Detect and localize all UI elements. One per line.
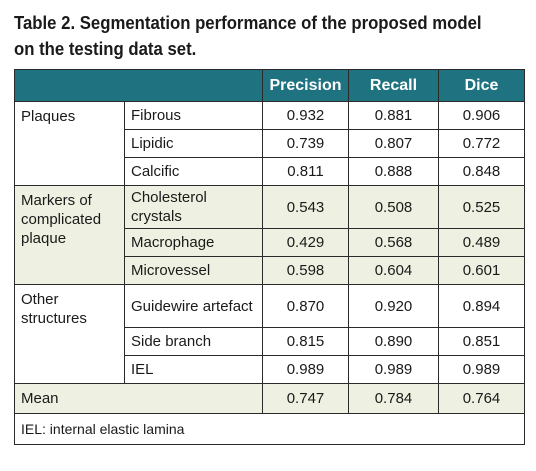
- cell-recall: 0.888: [348, 157, 439, 186]
- table-row: Plaques Fibrous 0.932 0.881 0.906: [14, 101, 525, 186]
- row-label: IEL: [124, 355, 263, 384]
- cell-recall: 0.989: [348, 355, 439, 384]
- col-header-dice: Dice: [438, 69, 525, 102]
- performance-table: Precision Recall Dice Plaques Fibrous 0.…: [14, 69, 525, 445]
- group-label-markers: Markers of complicated plaque: [14, 185, 125, 285]
- mean-row: Mean 0.747 0.784 0.764: [14, 383, 525, 414]
- cell-recall: 0.807: [348, 129, 439, 158]
- cell-precision: 0.932: [262, 101, 349, 130]
- row-label: Lipidic: [124, 129, 263, 158]
- cell-precision: 0.811: [262, 157, 349, 186]
- group-label-other: Other structures: [14, 284, 125, 384]
- cell-precision: 0.429: [262, 228, 349, 257]
- table-row: Other structures Guidewire artefact 0.87…: [14, 284, 525, 384]
- table-row: Lipidic 0.739 0.807 0.772: [15, 129, 525, 158]
- cell-dice: 0.525: [438, 185, 525, 229]
- cell-precision: 0.598: [262, 256, 349, 285]
- table-row: Microvessel 0.598 0.604 0.601: [15, 256, 525, 285]
- row-label: Cholesterol crystals: [124, 185, 263, 229]
- row-label: Macrophage: [124, 228, 263, 257]
- col-header-precision: Precision: [262, 69, 349, 102]
- cell-recall: 0.920: [348, 284, 439, 328]
- table-row: IEL 0.989 0.989 0.989: [15, 355, 525, 384]
- row-label: Calcific: [124, 157, 263, 186]
- cell-precision: 0.543: [262, 185, 349, 229]
- cell-recall: 0.568: [348, 228, 439, 257]
- table-row: Calcific 0.811 0.888 0.848: [15, 157, 525, 186]
- cell-dice: 0.851: [438, 327, 525, 356]
- cell-precision: 0.989: [262, 355, 349, 384]
- cell-dice: 0.489: [438, 228, 525, 257]
- cell-recall: 0.508: [348, 185, 439, 229]
- cell-dice: 0.772: [438, 129, 525, 158]
- mean-label: Mean: [14, 383, 263, 414]
- cell-dice: 0.764: [438, 383, 525, 414]
- cell-precision: 0.815: [262, 327, 349, 356]
- row-label: Fibrous: [124, 101, 263, 130]
- table-row: Side branch 0.815 0.890 0.851: [15, 327, 525, 356]
- footnote-row: IEL: internal elastic lamina: [14, 413, 525, 445]
- cell-recall: 0.604: [348, 256, 439, 285]
- cell-recall: 0.881: [348, 101, 439, 130]
- header-row: Precision Recall Dice: [14, 69, 525, 102]
- cell-precision: 0.747: [262, 383, 349, 414]
- table-row: Markers of complicated plaque Cholestero…: [14, 185, 525, 285]
- cell-dice: 0.601: [438, 256, 525, 285]
- cell-dice: 0.906: [438, 101, 525, 130]
- cell-dice: 0.894: [438, 284, 525, 328]
- header-blank-cell: [14, 69, 263, 102]
- cell-dice: 0.848: [438, 157, 525, 186]
- cell-dice: 0.989: [438, 355, 525, 384]
- table-footnote: IEL: internal elastic lamina: [14, 413, 525, 445]
- cell-precision: 0.739: [262, 129, 349, 158]
- cell-recall: 0.890: [348, 327, 439, 356]
- col-header-recall: Recall: [348, 69, 439, 102]
- cell-precision: 0.870: [262, 284, 349, 328]
- row-label: Microvessel: [124, 256, 263, 285]
- row-label: Side branch: [124, 327, 263, 356]
- group-label-plaques: Plaques: [14, 101, 125, 186]
- cell-recall: 0.784: [348, 383, 439, 414]
- table-row: Macrophage 0.429 0.568 0.489: [15, 228, 525, 257]
- table-caption: Table 2. Segmentation performance of the…: [14, 13, 482, 59]
- row-label: Guidewire artefact: [124, 284, 263, 328]
